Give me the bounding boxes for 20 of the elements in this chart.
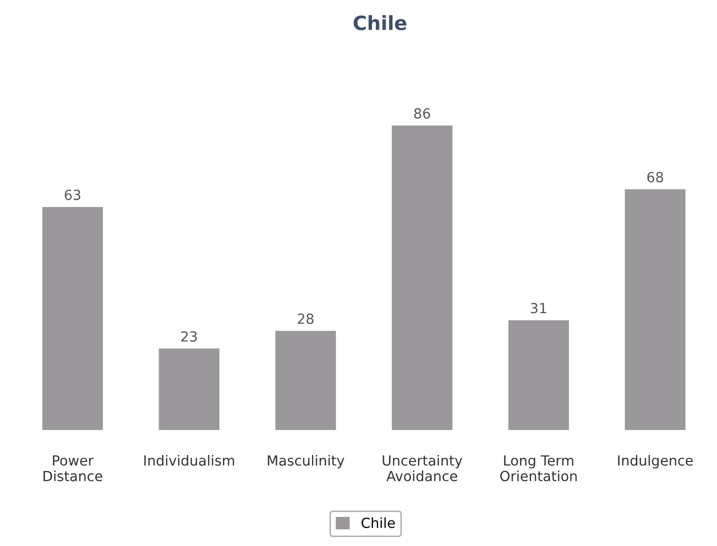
chart-title: Chile — [354, 15, 406, 30]
x-tick-label: Uncertainty Avoidance — [382, 454, 462, 482]
bar — [392, 126, 452, 430]
x-tick-label: Individualism — [144, 454, 234, 466]
x-tick-label: Long Term Orientation — [500, 455, 577, 482]
bar — [275, 330, 336, 430]
x-tick-label: Indulgence — [618, 454, 693, 468]
data-label: 86 — [414, 108, 430, 119]
data-label: 68 — [647, 172, 664, 182]
bar — [42, 206, 103, 430]
legend-label: Chile — [362, 517, 395, 528]
bar — [158, 348, 220, 430]
bar — [624, 189, 686, 430]
data-label: 63 — [64, 190, 80, 200]
x-tick-label: Masculinity — [268, 454, 344, 468]
data-label: 23 — [181, 331, 197, 342]
x-tick-label: Power Distance — [44, 455, 102, 482]
data-label: 28 — [298, 313, 314, 324]
data-label: 31 — [530, 302, 546, 314]
bar — [508, 320, 569, 430]
